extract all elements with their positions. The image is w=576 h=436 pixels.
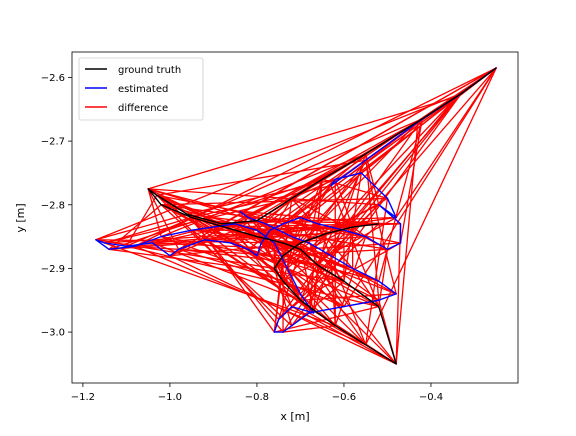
y-tick-label: −2.8 bbox=[41, 200, 65, 211]
difference-segment bbox=[125, 118, 423, 247]
difference-segment bbox=[378, 118, 423, 282]
x-axis-ticks: −1.2 −1.0 −0.8 −0.6 −0.4 bbox=[71, 383, 443, 403]
difference-segment bbox=[264, 67, 497, 225]
difference-segment bbox=[291, 280, 345, 327]
y-tick-label: −2.7 bbox=[41, 137, 65, 148]
difference-segment bbox=[291, 232, 328, 238]
difference-segment bbox=[238, 210, 380, 225]
difference-segment bbox=[282, 226, 354, 333]
x-tick-label: −0.6 bbox=[332, 392, 356, 403]
legend: ground truth estimated difference bbox=[78, 57, 204, 121]
y-axis-label: y [m] bbox=[14, 203, 27, 232]
difference-segment bbox=[317, 264, 345, 308]
difference-segment bbox=[177, 67, 497, 250]
difference-segment bbox=[95, 239, 275, 270]
y-tick-label: −3.0 bbox=[41, 328, 65, 339]
y-tick-label: −2.9 bbox=[41, 264, 65, 275]
difference-segment bbox=[147, 188, 380, 206]
difference-segment bbox=[291, 92, 463, 327]
y-tick-label: −2.6 bbox=[41, 73, 65, 84]
difference-segment bbox=[365, 67, 497, 346]
difference-segment bbox=[317, 223, 367, 346]
difference-segment bbox=[395, 67, 497, 219]
series-layer bbox=[95, 67, 497, 365]
difference-segment bbox=[125, 245, 380, 308]
difference-segment bbox=[234, 118, 423, 225]
difference-segment bbox=[273, 92, 463, 244]
difference-segment bbox=[273, 267, 293, 327]
difference-segment bbox=[299, 67, 497, 219]
difference-segment bbox=[147, 188, 267, 225]
difference-segment bbox=[299, 293, 397, 301]
difference-segment bbox=[238, 210, 302, 301]
difference-segment bbox=[282, 242, 332, 257]
difference-segment bbox=[278, 118, 423, 320]
difference-segment bbox=[334, 235, 367, 327]
x-axis-label: x [m] bbox=[280, 410, 309, 423]
legend-box bbox=[78, 57, 204, 121]
legend-label-estimated: estimated bbox=[118, 84, 168, 95]
difference-segment bbox=[282, 255, 380, 282]
difference-segment bbox=[378, 223, 397, 295]
difference-segment bbox=[95, 213, 188, 241]
ground-truth-line bbox=[147, 67, 497, 365]
difference-segment bbox=[378, 248, 389, 308]
difference-segment bbox=[160, 204, 289, 270]
difference-segment bbox=[147, 188, 162, 238]
difference-segment bbox=[395, 223, 402, 365]
difference-segment bbox=[108, 204, 162, 250]
difference-segment bbox=[212, 226, 302, 301]
difference-segment bbox=[247, 153, 367, 219]
difference-segment bbox=[286, 267, 367, 346]
difference-segment bbox=[343, 92, 463, 231]
y-axis-ticks: −2.6 −2.7 −2.8 −2.9 −3.0 bbox=[41, 73, 72, 339]
estimated-line bbox=[95, 67, 497, 333]
difference-segment bbox=[399, 118, 423, 244]
difference-segment bbox=[156, 159, 367, 196]
difference-segment bbox=[160, 204, 293, 327]
difference-segment bbox=[343, 67, 497, 308]
difference-segment bbox=[330, 92, 463, 257]
legend-label-difference: difference bbox=[118, 103, 168, 114]
difference-segment bbox=[273, 242, 310, 270]
x-tick-label: −1.2 bbox=[71, 392, 95, 403]
difference-segment bbox=[365, 153, 380, 301]
difference-segment bbox=[134, 245, 367, 346]
difference-segment bbox=[291, 305, 397, 365]
difference-segment bbox=[365, 159, 380, 225]
difference-segment bbox=[308, 178, 323, 244]
difference-segment bbox=[352, 226, 367, 238]
plot-frame bbox=[71, 51, 519, 384]
x-tick-label: −1.0 bbox=[158, 392, 182, 403]
difference-segment bbox=[103, 216, 193, 244]
difference-segment bbox=[308, 242, 345, 282]
x-tick-label: −0.8 bbox=[245, 392, 269, 403]
difference-segment bbox=[95, 92, 463, 241]
difference-segment bbox=[282, 325, 336, 333]
difference-segment bbox=[352, 267, 380, 308]
difference-segment bbox=[299, 248, 380, 282]
x-tick-label: −0.4 bbox=[419, 392, 443, 403]
legend-label-ground-truth: ground truth bbox=[118, 65, 181, 76]
difference-segment bbox=[230, 178, 323, 244]
difference-segment bbox=[273, 255, 284, 333]
difference-segment bbox=[256, 229, 336, 327]
